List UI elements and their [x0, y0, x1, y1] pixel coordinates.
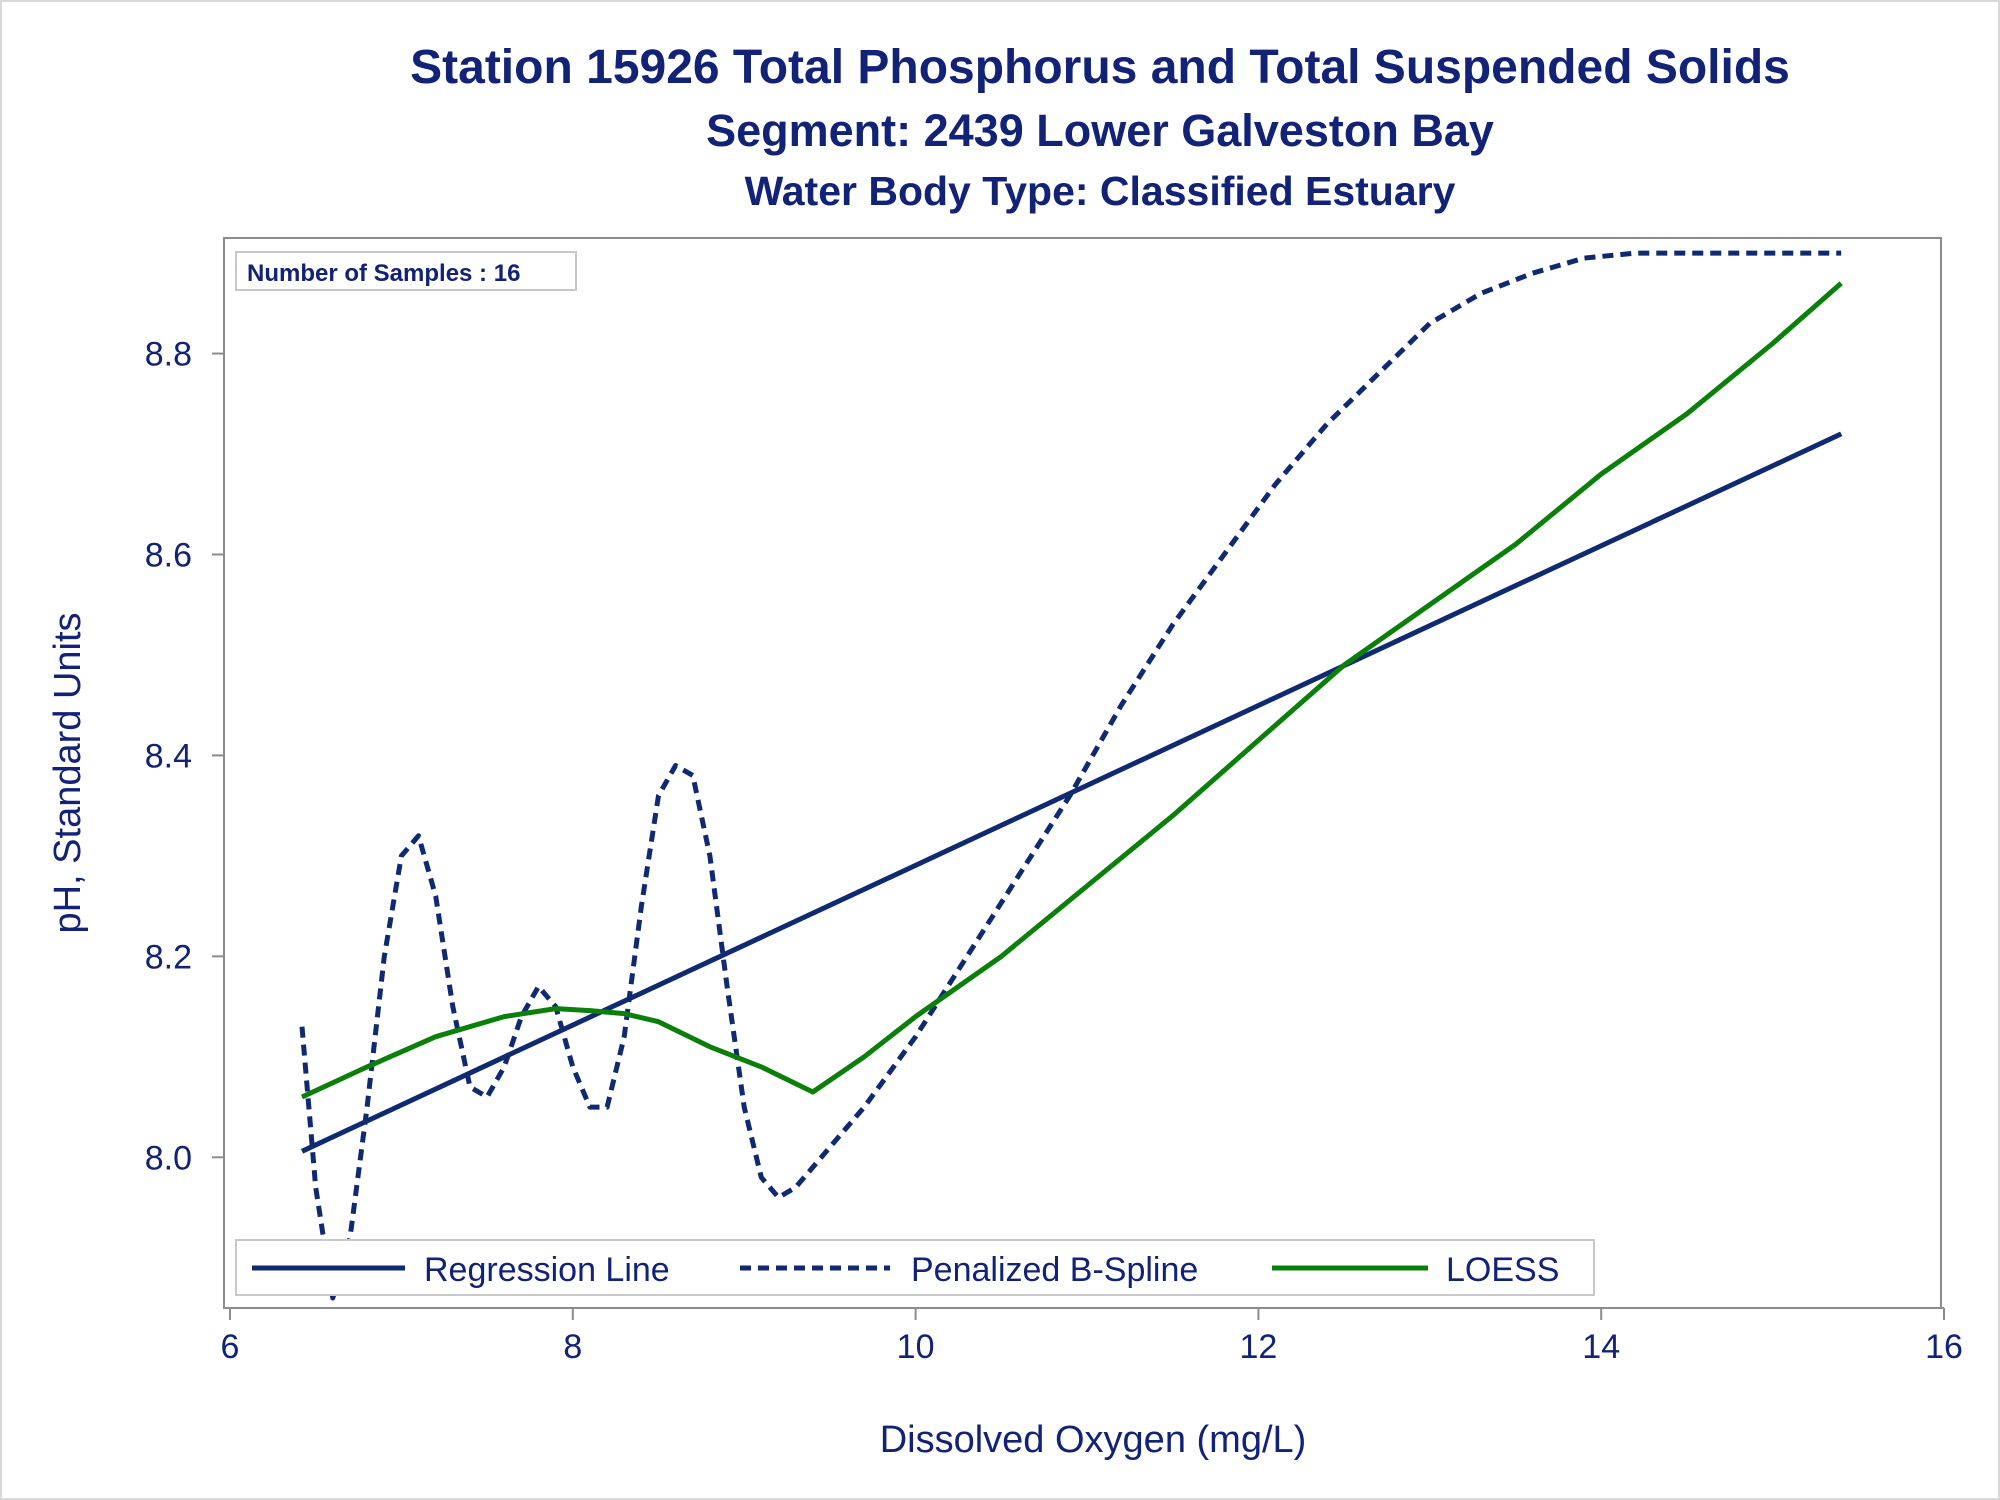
- x-tick-label: 12: [1239, 1328, 1277, 1366]
- x-axis: 6 8 10 12 14 16: [221, 1307, 1963, 1366]
- series-line-regression-line: [300, 431, 1843, 1154]
- y-axis-label: pH, Standard Units: [47, 612, 89, 933]
- x-tick-label: 8: [563, 1328, 582, 1366]
- y-tick-label: 8.4: [145, 737, 192, 775]
- y-axis: 8.0 8.2 8.4 8.6 8.8: [145, 238, 225, 1308]
- y-tick-label: 8.6: [145, 536, 192, 574]
- x-tick-label: 16: [1925, 1328, 1963, 1366]
- sample-count-label: Number of Samples : 16: [247, 260, 520, 287]
- y-tick-label: 8.2: [145, 938, 192, 976]
- legend-label: Regression Line: [424, 1251, 670, 1289]
- chart-subtitle-waterbody: Water Body Type: Classified Estuary: [744, 168, 1456, 214]
- y-tick-label: 8.0: [145, 1139, 192, 1177]
- inset-box: Number of Samples : 16: [235, 251, 577, 291]
- series-line-penalized-b-spline: [299, 250, 1842, 1301]
- x-axis-label: Dissolved Oxygen (mg/L): [880, 1419, 1307, 1461]
- legend: Regression Line Penalized B-Spline LOESS: [235, 1239, 1595, 1296]
- chart-title: Station 15926 Total Phosphorus and Total…: [410, 41, 1790, 94]
- y-tick-label: 8.8: [145, 336, 192, 374]
- legend-label: LOESS: [1446, 1251, 1559, 1289]
- x-tick-label: 14: [1582, 1328, 1620, 1366]
- x-tick-label: 6: [221, 1328, 240, 1366]
- series-line-loess: [300, 281, 1843, 1100]
- plot-area-frame: [223, 237, 1942, 1309]
- legend-label: Penalized B-Spline: [911, 1251, 1198, 1289]
- series-layer: [299, 250, 1843, 1301]
- inset-box-frame: [235, 251, 577, 291]
- x-tick-label: 10: [897, 1328, 935, 1366]
- chart-subtitle-segment: Segment: 2439 Lower Galveston Bay: [706, 105, 1494, 156]
